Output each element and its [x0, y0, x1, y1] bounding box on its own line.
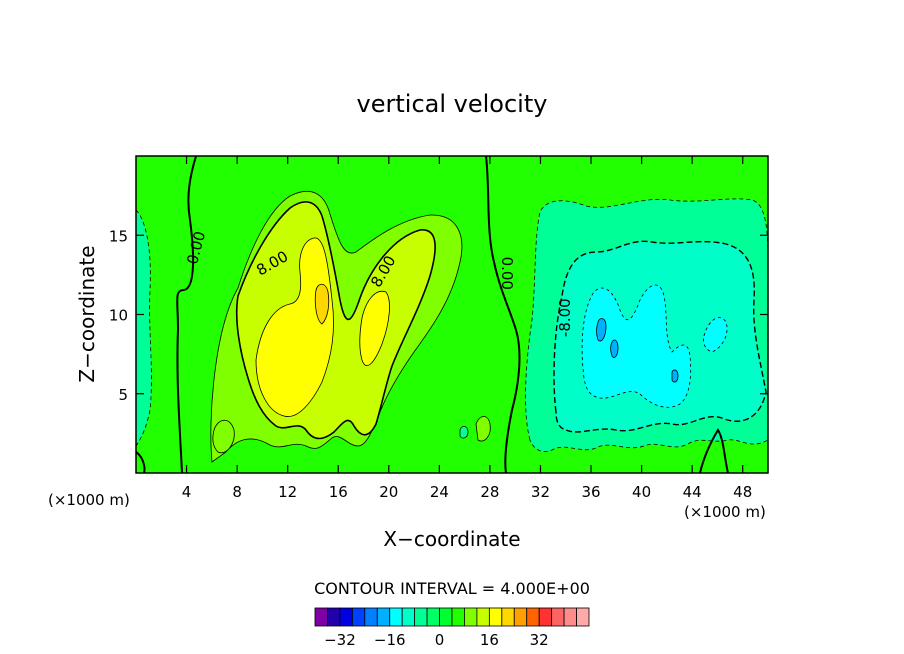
y-tick-label: 15	[109, 227, 128, 245]
colorbar-swatch	[339, 607, 353, 627]
contour-interval: CONTOUR INTERVAL = 4.000E+00	[314, 579, 590, 598]
contour-fill-12-16-b	[359, 290, 390, 366]
x-unit-left: (×1000 m)	[48, 491, 130, 509]
eddy-3	[475, 416, 491, 442]
contour-fill-16-20	[314, 283, 330, 325]
colorbar-swatch	[551, 607, 565, 627]
x-axis-ticks: 4 8 12 16 20 24 28 32 36 40 44 48	[182, 156, 752, 501]
eddy-1	[459, 426, 469, 439]
colorbar-swatch	[464, 607, 478, 627]
colorbar-swatch	[351, 607, 366, 627]
plot-area	[135, 155, 769, 474]
y-axis-label: Z−coordinate	[75, 245, 99, 382]
chart-title: vertical velocity	[357, 90, 548, 118]
colorbar-swatch	[451, 607, 465, 627]
colorbar-swatch	[439, 607, 453, 627]
contour-fill-12-16	[255, 237, 334, 417]
x-tick-label: 44	[683, 483, 702, 501]
colorbar-swatch	[488, 607, 503, 627]
colorbar-tick-label: 32	[530, 631, 549, 649]
contour-label: 0.00	[498, 257, 516, 290]
y-tick-label: 5	[118, 386, 128, 404]
colorbar-swatch	[563, 607, 577, 627]
x-tick-label: 48	[733, 483, 752, 501]
colorbar-swatch	[327, 607, 341, 627]
colorbar-swatch	[538, 607, 553, 627]
colorbar-swatch	[576, 607, 590, 627]
colorbar-swatch	[389, 607, 403, 627]
zero-contour-right-bottom	[699, 428, 729, 473]
colorbar-swatch	[376, 607, 391, 627]
x-tick-label: 40	[632, 483, 651, 501]
contour-fill-m12-m16	[596, 318, 607, 342]
colorbar-swatch	[513, 607, 528, 627]
x-tick-label: 8	[232, 483, 242, 501]
contour-fill-m12-m16-b	[610, 339, 619, 358]
colorbar-tick-labels: −32 −16 0 16 32	[324, 631, 549, 649]
eddy-2	[212, 419, 235, 454]
eddy-left-edge	[136, 209, 152, 447]
x-tick-label: 24	[430, 483, 449, 501]
contour-fill-m12-m16-c	[671, 369, 679, 383]
colorbar	[314, 607, 590, 627]
x-tick-label: 16	[329, 483, 348, 501]
zero-contour-mid	[485, 156, 521, 473]
x-tick-label: 36	[581, 483, 600, 501]
contour-label: -8.00	[556, 298, 574, 337]
colorbar-swatch	[476, 607, 490, 627]
zero-contour-left-bottom	[136, 451, 146, 473]
contour-labels: 0.00 8.00 8.00 0.00-8.00	[183, 229, 574, 337]
colorbar-tick-label: −16	[374, 631, 406, 649]
colorbar-swatch	[314, 607, 328, 627]
y-tick-label: 10	[109, 307, 128, 325]
colorbar-swatch	[526, 607, 540, 627]
x-tick-label: 4	[182, 483, 192, 501]
contour-fill-m8-m12-b	[703, 317, 728, 353]
x-tick-label: 12	[278, 483, 297, 501]
colorbar-swatch	[426, 607, 440, 627]
colorbar-tick-label: 0	[435, 631, 445, 649]
x-tick-label: 32	[531, 483, 550, 501]
x-unit-right: (×1000 m)	[684, 503, 766, 521]
colorbar-tick-label: −32	[324, 631, 356, 649]
colorbar-swatch	[501, 607, 515, 627]
zero-contour-left	[176, 156, 197, 473]
contour-fill-m8-m12	[581, 284, 692, 408]
colorbar-swatch	[414, 607, 428, 627]
colorbar-swatch	[401, 607, 416, 627]
x-tick-label: 28	[480, 483, 499, 501]
x-tick-label: 20	[379, 483, 398, 501]
colorbar-tick-label: 16	[480, 631, 499, 649]
contour-fills	[136, 156, 768, 473]
y-axis-ticks: 5 10 15	[109, 227, 768, 404]
x-axis-label: X−coordinate	[383, 527, 520, 551]
colorbar-swatch	[364, 607, 378, 627]
